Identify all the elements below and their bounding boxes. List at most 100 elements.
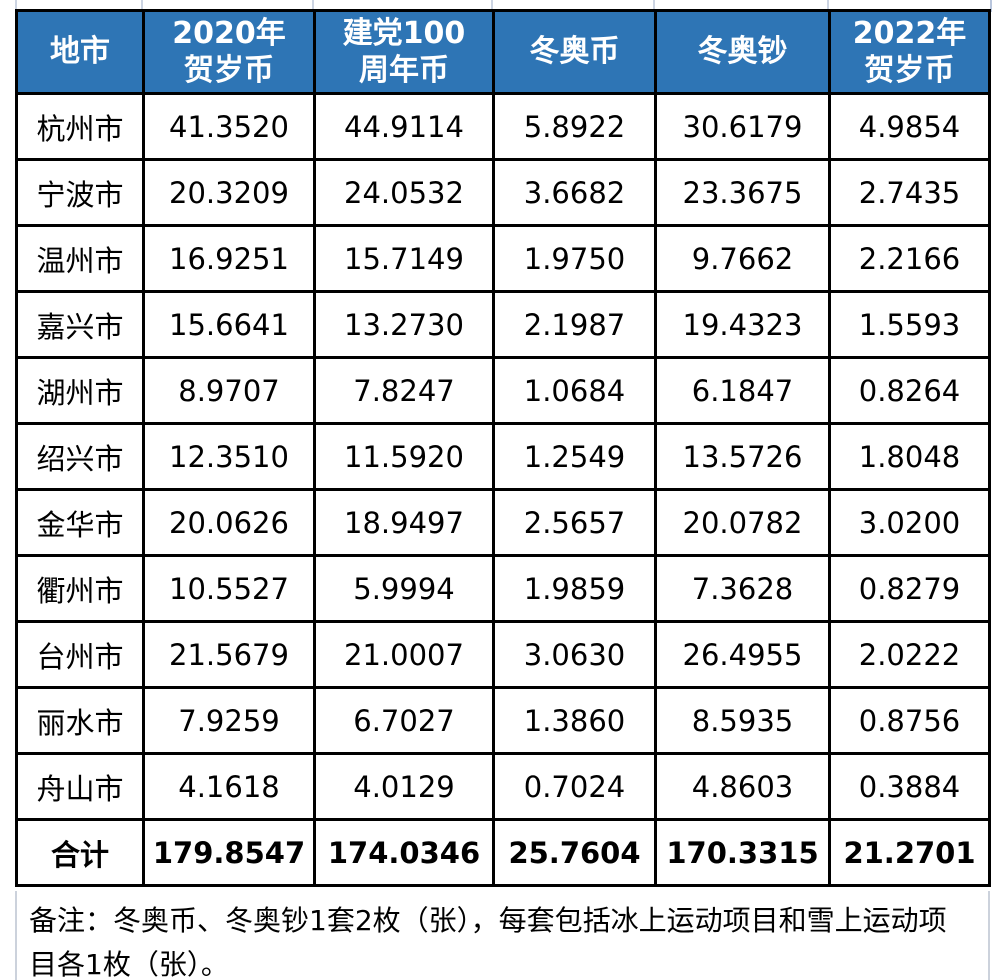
value-cell: 8.5935 <box>654 686 831 755</box>
value-cell: 16.9251 <box>142 224 316 293</box>
value-cell: 23.3675 <box>654 158 831 227</box>
value-cell: 20.3209 <box>142 158 316 227</box>
value-cell: 24.0532 <box>313 158 495 227</box>
city-cell: 舟山市 <box>15 752 145 821</box>
city-cell: 丽水市 <box>15 686 145 755</box>
value-cell: 1.9750 <box>492 224 657 293</box>
value-cell: 21.2701 <box>828 818 991 887</box>
value-cell: 3.6682 <box>492 158 657 227</box>
value-cell: 174.0346 <box>313 818 495 887</box>
value-cell: 170.3315 <box>654 818 831 887</box>
value-cell: 13.5726 <box>654 422 831 491</box>
value-cell: 6.1847 <box>654 356 831 425</box>
value-cell: 4.9854 <box>828 92 991 161</box>
value-cell: 26.4955 <box>654 620 831 689</box>
value-cell: 2.1987 <box>492 290 657 359</box>
gridline-remnant <box>827 0 829 9</box>
value-cell: 1.9859 <box>492 554 657 623</box>
value-cell: 3.0630 <box>492 620 657 689</box>
city-cell: 嘉兴市 <box>15 290 145 359</box>
table-row: 温州市 16.9251 15.7149 1.9750 9.7662 2.2166 <box>15 224 991 293</box>
table-header: 地市 2020年 贺岁币 建党100 周年币 冬奥币 冬奥钞 2022年 贺岁币 <box>15 9 991 95</box>
table-body: 杭州市 41.3520 44.9114 5.8922 30.6179 4.9854 宁波市 2… <box>15 92 991 887</box>
coin-allocation-table: 地市 2020年 贺岁币 建党100 周年币 冬奥币 冬奥钞 2022年 贺岁币… <box>15 9 991 887</box>
city-cell: 金华市 <box>15 488 145 557</box>
value-cell: 20.0626 <box>142 488 316 557</box>
gridline-remnant <box>141 0 143 9</box>
column-header-2020-coin: 2020年 贺岁币 <box>142 9 316 95</box>
city-cell: 湖州市 <box>15 356 145 425</box>
value-cell: 15.7149 <box>313 224 495 293</box>
value-cell: 10.5527 <box>142 554 316 623</box>
value-cell: 21.0007 <box>313 620 495 689</box>
value-cell: 12.3510 <box>142 422 316 491</box>
column-header-city: 地市 <box>15 9 145 95</box>
table-row: 衢州市 10.5527 5.9994 1.9859 7.3628 0.8279 <box>15 554 991 623</box>
table-row: 金华市 20.0626 18.9497 2.5657 20.0782 3.0200 <box>15 488 991 557</box>
column-header-2022-coin: 2022年 贺岁币 <box>828 9 991 95</box>
total-row: 合计 179.8547 174.0346 25.7604 170.3315 21.2701 <box>15 818 991 887</box>
city-cell: 绍兴市 <box>15 422 145 491</box>
table-row: 绍兴市 12.3510 11.5920 1.2549 13.5726 1.8048 <box>15 422 991 491</box>
gridline-remnant <box>653 0 655 9</box>
value-cell: 5.8922 <box>492 92 657 161</box>
value-cell: 30.6179 <box>654 92 831 161</box>
value-cell: 44.9114 <box>313 92 495 161</box>
value-cell: 9.7662 <box>654 224 831 293</box>
value-cell: 25.7604 <box>492 818 657 887</box>
table-row: 杭州市 41.3520 44.9114 5.8922 30.6179 4.9854 <box>15 92 991 161</box>
value-cell: 11.5920 <box>313 422 495 491</box>
value-cell: 13.2730 <box>313 290 495 359</box>
value-cell: 1.5593 <box>828 290 991 359</box>
value-cell: 2.2166 <box>828 224 991 293</box>
value-cell: 41.3520 <box>142 92 316 161</box>
value-cell: 2.0222 <box>828 620 991 689</box>
value-cell: 2.5657 <box>492 488 657 557</box>
value-cell: 19.4323 <box>654 290 831 359</box>
value-cell: 1.8048 <box>828 422 991 491</box>
table-row: 丽水市 7.9259 6.7027 1.3860 8.5935 0.8756 <box>15 686 991 755</box>
gridline-remnant <box>491 0 493 9</box>
value-cell: 7.3628 <box>654 554 831 623</box>
value-cell: 0.8279 <box>828 554 991 623</box>
value-cell: 0.3884 <box>828 752 991 821</box>
city-cell: 宁波市 <box>15 158 145 227</box>
gridline-remnant <box>990 0 992 12</box>
total-label-cell: 合计 <box>15 818 145 887</box>
value-cell: 0.8264 <box>828 356 991 425</box>
value-cell: 8.9707 <box>142 356 316 425</box>
value-cell: 7.8247 <box>313 356 495 425</box>
value-cell: 18.9497 <box>313 488 495 557</box>
header-row: 地市 2020年 贺岁币 建党100 周年币 冬奥币 冬奥钞 2022年 贺岁币 <box>15 9 991 95</box>
value-cell: 1.3860 <box>492 686 657 755</box>
city-cell: 温州市 <box>15 224 145 293</box>
table-row: 舟山市 4.1618 4.0129 0.7024 4.8603 0.3884 <box>15 752 991 821</box>
city-cell: 衢州市 <box>15 554 145 623</box>
value-cell: 4.8603 <box>654 752 831 821</box>
gridline-remnant <box>15 0 17 9</box>
gridline-remnant <box>312 0 314 9</box>
value-cell: 6.7027 <box>313 686 495 755</box>
footnote: 备注：冬奥币、冬奥钞1套2枚（张），每套包括冰上运动项目和雪上运动项目各1枚（张… <box>15 891 990 980</box>
table-row: 宁波市 20.3209 24.0532 3.6682 23.3675 2.7435 <box>15 158 991 227</box>
value-cell: 5.9994 <box>313 554 495 623</box>
value-cell: 4.1618 <box>142 752 316 821</box>
value-cell: 179.8547 <box>142 818 316 887</box>
value-cell: 2.7435 <box>828 158 991 227</box>
value-cell: 3.0200 <box>828 488 991 557</box>
value-cell: 15.6641 <box>142 290 316 359</box>
table-row: 嘉兴市 15.6641 13.2730 2.1987 19.4323 1.5593 <box>15 290 991 359</box>
column-header-winter-banknote: 冬奥钞 <box>654 9 831 95</box>
value-cell: 4.0129 <box>313 752 495 821</box>
value-cell: 0.8756 <box>828 686 991 755</box>
value-cell: 0.7024 <box>492 752 657 821</box>
value-cell: 1.2549 <box>492 422 657 491</box>
table-row: 台州市 21.5679 21.0007 3.0630 26.4955 2.0222 <box>15 620 991 689</box>
column-header-winter-coin: 冬奥币 <box>492 9 657 95</box>
city-cell: 台州市 <box>15 620 145 689</box>
value-cell: 20.0782 <box>654 488 831 557</box>
column-header-party100-coin: 建党100 周年币 <box>313 9 495 95</box>
table-row: 湖州市 8.9707 7.8247 1.0684 6.1847 0.8264 <box>15 356 991 425</box>
value-cell: 1.0684 <box>492 356 657 425</box>
